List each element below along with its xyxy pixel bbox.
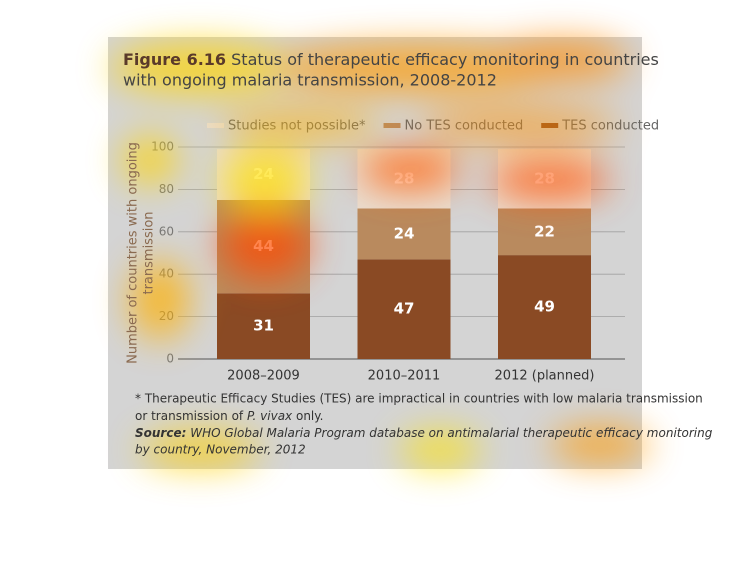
footnote-text: only.	[292, 409, 323, 423]
y-axis-label-line: Number of countries with ongoing	[126, 142, 141, 364]
bar-segment	[217, 293, 310, 359]
data-label: 31	[253, 317, 274, 335]
y-tick-label: 100	[151, 140, 174, 154]
source-label: Source:	[135, 426, 186, 440]
bar-segment	[498, 208, 591, 256]
plot-area: 0 20 40 60 80 100 2008–2009 31 44 24 2010–2011 47 24…	[151, 119, 659, 384]
legend-swatch	[207, 123, 224, 128]
data-label: 24	[394, 224, 415, 242]
footnote-text: or transmission of	[135, 409, 247, 423]
data-label: 24	[253, 165, 274, 183]
source: by country, November, 2012	[135, 443, 306, 457]
y-tick-label: 0	[166, 352, 174, 366]
data-label: 47	[394, 300, 415, 318]
y-tick-label: 80	[159, 182, 174, 196]
y-tick-label: 20	[159, 309, 174, 323]
source: Source: WHO Global Malaria Program datab…	[135, 426, 713, 440]
x-tick-label: 2008–2009	[227, 369, 300, 384]
legend-label: No TES conducted	[405, 119, 524, 134]
source-text: WHO Global Malaria Program database on a…	[186, 426, 712, 440]
title-line: Status of therapeutic efficacy monitorin…	[231, 50, 659, 69]
bar-segment	[498, 255, 591, 359]
data-label: 44	[253, 237, 274, 255]
y-tick-label: 40	[159, 267, 174, 281]
legend-swatch	[383, 123, 401, 128]
y-axis-label-line: transmission	[142, 211, 157, 294]
y-axis-label: Number of countries with ongoing transmi…	[126, 142, 157, 364]
data-label: 49	[534, 298, 555, 316]
chart-title: Figure 6.16 Status of therapeutic effica…	[123, 50, 659, 69]
footnote: * Therapeutic Efficacy Studies (TES) are…	[135, 392, 703, 406]
title-line: with ongoing malaria transmission, 2008-…	[123, 71, 497, 90]
x-tick-label: 2012 (planned)	[495, 369, 595, 384]
legend-swatch	[541, 123, 559, 128]
legend-label: TES conducted	[561, 119, 659, 134]
data-label: 28	[534, 169, 555, 187]
data-label: 22	[534, 222, 555, 240]
figure-label: Figure 6.16	[123, 50, 226, 69]
footnote: or transmission of P. vivax only.	[135, 409, 323, 423]
x-tick-label: 2010–2011	[368, 369, 441, 384]
bar-segment	[357, 208, 451, 260]
footnote-italic: P. vivax	[247, 409, 293, 423]
bar-segment	[357, 259, 451, 359]
data-label: 28	[394, 169, 415, 187]
legend-label: Studies not possible*	[228, 119, 366, 134]
y-tick-label: 60	[159, 224, 174, 238]
